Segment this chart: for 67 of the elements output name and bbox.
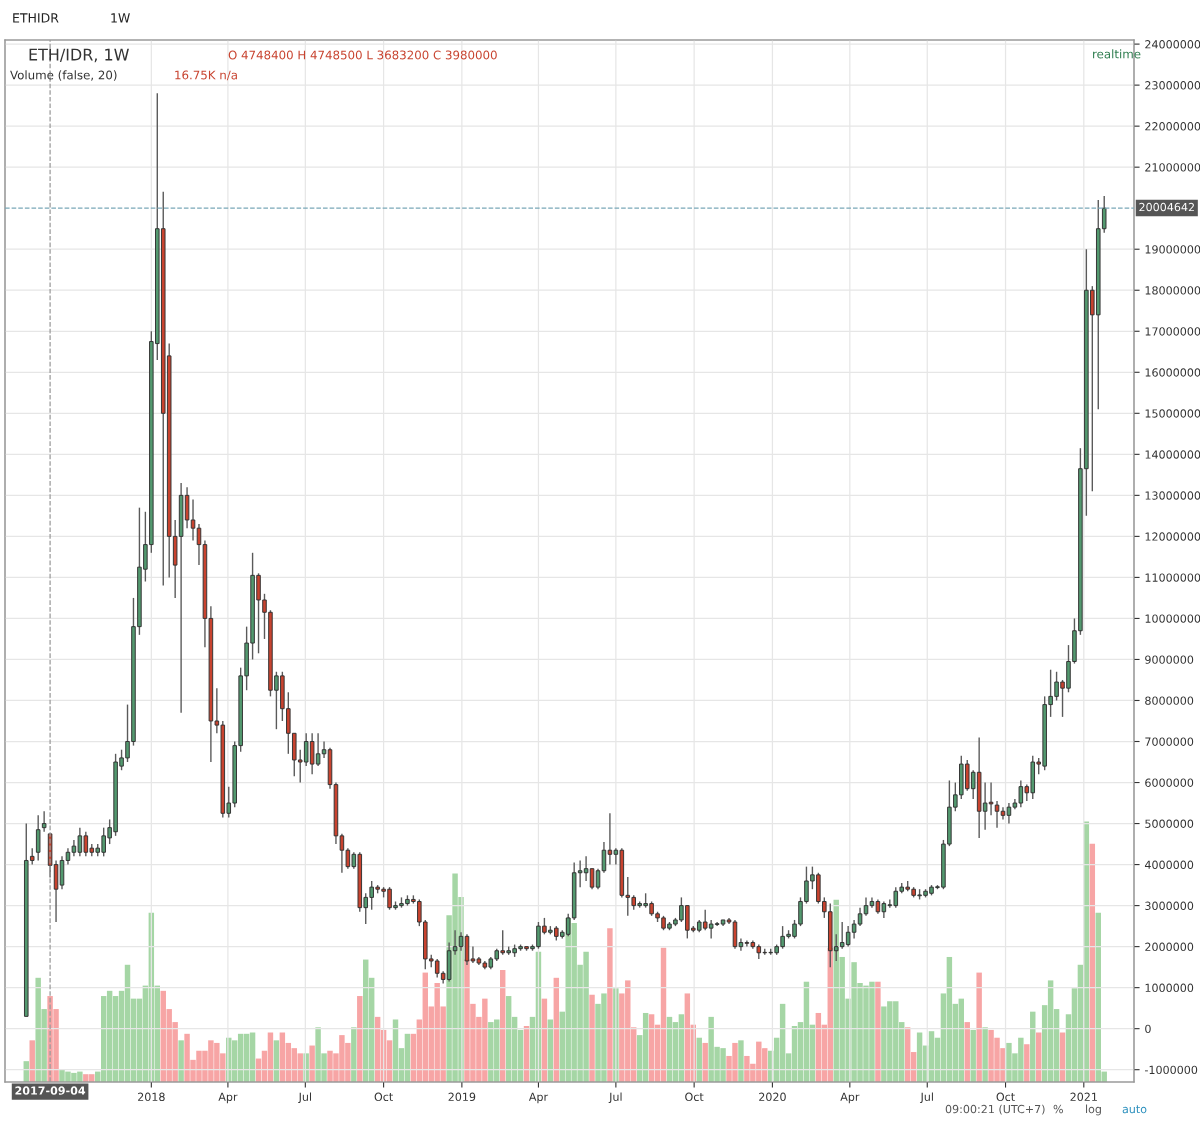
x-tick-label: 2018 [138,1092,165,1102]
y-tick-label: 7000000 [1145,737,1194,746]
y-tick-label: 0 [1145,1024,1151,1034]
y-tick-label: 14000000 [1145,450,1200,459]
y-tick-label: 1000000 [1145,983,1194,993]
y-tick-label: 23000000 [1145,81,1200,90]
x-tick-label: 2020 [759,1092,786,1102]
bar [1024,1044,1030,1082]
y-tick-label: 9000000 [1145,655,1194,664]
candlestick [41,810,47,833]
bar [309,1045,315,1082]
text: auto [1122,1105,1147,1114]
ref-line-label: 2017-09-04 [15,1086,86,1095]
bar [351,1027,357,1082]
x-tick-label: Jul [608,1092,622,1104]
annotation: Volume (false, 20) [10,70,117,81]
x-tick-label: Oct [374,1092,393,1102]
text: 09:00:21 (UTC+7) [945,1104,1045,1115]
y-tick-label: 5000000 [1145,819,1194,828]
y-tick-label: 21000000 [1145,163,1200,172]
x-tick-label: 2021 [1070,1092,1097,1102]
bar [976,972,982,1082]
x-tick-label: Oct [685,1092,704,1102]
bar [702,1042,708,1082]
bar [738,1040,744,1082]
bar [607,928,613,1082]
annotation: O 4748400 H 4748500 L 3683200 C 3980000 [228,50,497,60]
y-tick-label: 12000000 [1145,532,1200,541]
bar [875,981,881,1082]
x-tick-label: Jul [298,1092,311,1104]
y-tick-label: 8000000 [1145,696,1194,705]
x-tick-label: Apr [528,1092,549,1104]
y-tick-label: 2000000 [1145,942,1194,951]
text: log [1086,1104,1101,1116]
text: % [1053,1104,1063,1114]
bar [357,996,363,1082]
ref-line-label: 20004642 [1139,202,1194,212]
y-tick-label: 11000000 [1145,573,1200,582]
y-tick-label: 22000000 [1145,122,1200,131]
candlestick [595,867,601,890]
x-tick-label: Apr [840,1092,860,1104]
bar [982,1027,988,1082]
bar [970,1029,976,1082]
y-tick-label: 6000000 [1145,778,1194,787]
chart-title: ETH/IDR, 1W [29,48,129,63]
bar [589,994,595,1082]
annotation: realtime [1093,49,1141,59]
y-tick-label: -1000000 [1144,1065,1198,1075]
y-tick-label: 19000000 [1145,245,1200,254]
y-tick-label: 18000000 [1145,286,1200,295]
y-tick-label: 15000000 [1145,409,1200,418]
x-tick-label: Oct [996,1092,1015,1102]
y-tick-label: 4000000 [1144,860,1194,869]
x-tick-label: 2019 [448,1092,476,1102]
y-tick-label: 24000000 [1145,40,1200,49]
bar [178,1040,184,1082]
y-tick-label: 13000000 [1145,491,1200,500]
candlestick [35,814,41,862]
y-tick-label: 10000000 [1145,614,1200,623]
x-tick-label: Apr [218,1092,238,1104]
y-tick-label: 16000000 [1145,368,1200,377]
text: ETHIDR [13,13,59,23]
text: 1W [111,13,130,23]
y-tick-label: 17000000 [1145,327,1200,336]
y-tick-label: 3000000 [1145,901,1194,910]
annotation: 16.75K n/a [175,70,237,81]
x-tick-label: Jul [919,1092,933,1104]
